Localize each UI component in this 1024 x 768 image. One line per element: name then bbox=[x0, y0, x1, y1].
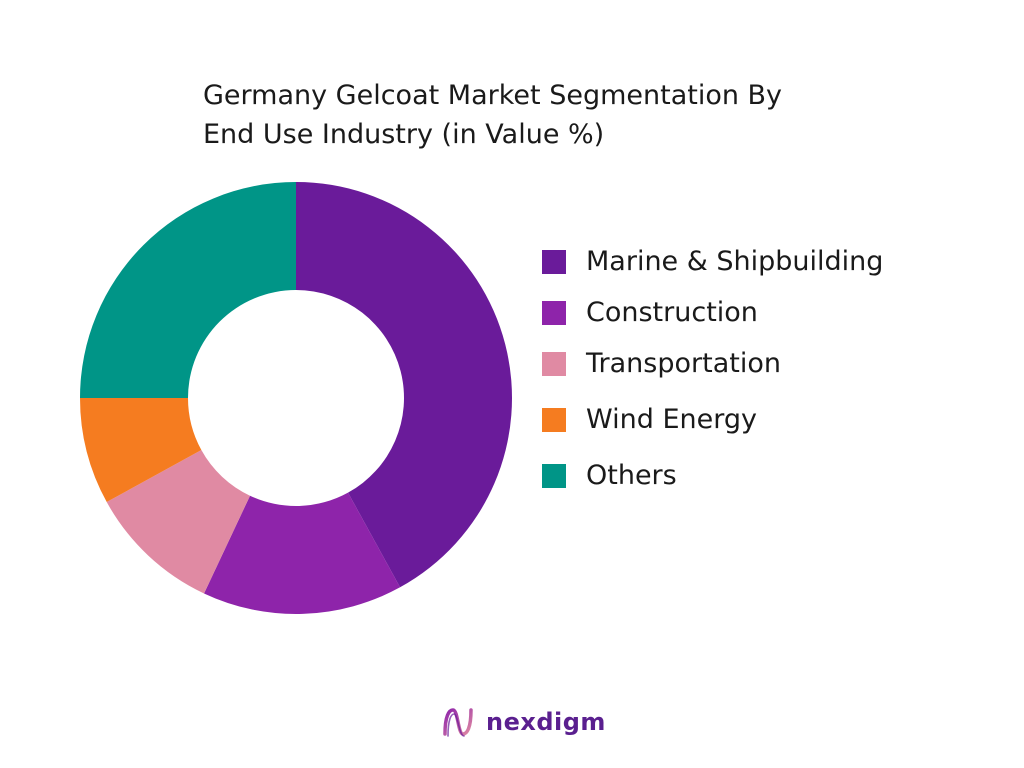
donut-slice-others bbox=[80, 182, 296, 398]
donut-slice-transportation bbox=[106, 450, 251, 594]
brand-logo: nexdigm bbox=[440, 704, 606, 740]
donut-slice-wind-energy bbox=[80, 398, 202, 503]
legend-item-transportation: Transportation bbox=[542, 348, 781, 379]
legend-label-wind-energy: Wind Energy bbox=[586, 404, 757, 435]
brand-name: nexdigm bbox=[486, 708, 606, 736]
legend-label-construction: Construction bbox=[586, 297, 758, 328]
legend-swatch-construction bbox=[542, 300, 566, 325]
legend-item-marine-shipbuilding: Marine & Shipbuilding bbox=[542, 246, 883, 277]
donut-slice-construction bbox=[204, 492, 401, 614]
legend-swatch-wind-energy bbox=[542, 407, 566, 432]
legend-item-others: Others bbox=[542, 460, 677, 491]
legend-item-construction: Construction bbox=[542, 297, 758, 328]
legend-swatch-others bbox=[542, 463, 566, 488]
legend-label-marine-shipbuilding: Marine & Shipbuilding bbox=[586, 246, 884, 277]
chart-title-line-2: End Use Industry (in Value %) bbox=[203, 119, 605, 150]
legend-swatch-marine-shipbuilding bbox=[542, 249, 566, 274]
legend-label-others: Others bbox=[586, 460, 677, 491]
chart-title-line-1: Germany Gelcoat Market Segmentation By bbox=[203, 80, 783, 111]
legend-swatch-transportation bbox=[542, 351, 566, 376]
chart-title: Germany Gelcoat Market Segmentation By E… bbox=[203, 76, 863, 154]
donut-slice-marine-shipbuilding bbox=[296, 182, 513, 588]
legend-label-transportation: Transportation bbox=[586, 348, 781, 379]
nexdigm-logo-icon bbox=[443, 708, 473, 737]
legend-item-wind-energy: Wind Energy bbox=[542, 404, 757, 435]
